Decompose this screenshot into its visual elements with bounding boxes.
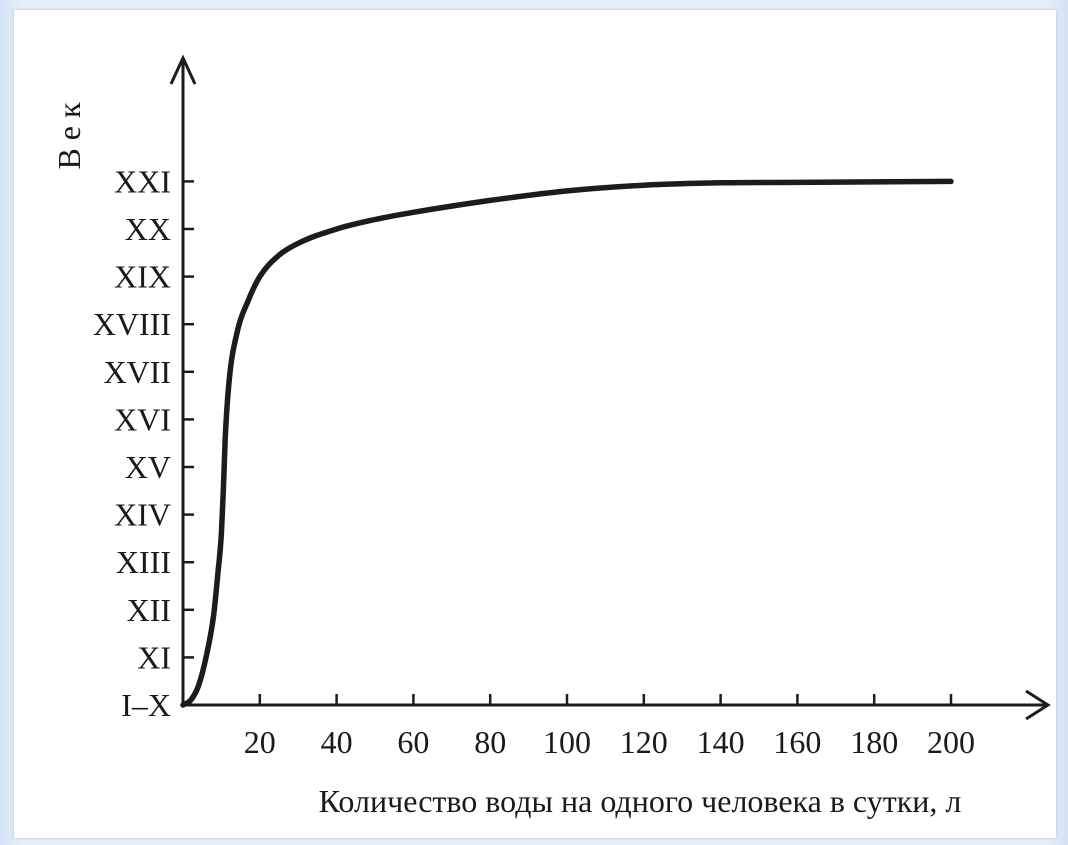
- x-tick-label: 100: [543, 724, 591, 760]
- x-axis-arrow: [1025, 689, 1051, 721]
- x-tick-label: 140: [697, 724, 745, 760]
- y-tick-label: XV: [125, 449, 171, 485]
- y-tick-label: XII: [127, 592, 171, 628]
- x-tick-label: 160: [773, 724, 821, 760]
- y-tick-label: XVIII: [93, 306, 171, 342]
- x-ticks: 20 40 60 80 100 120 140 160 180 200: [244, 694, 975, 760]
- y-tick-label: XVII: [103, 354, 171, 390]
- x-tick-label: 20: [244, 724, 276, 760]
- series: [180, 178, 954, 708]
- x-axis-title: Количество воды на одного человека в сут…: [319, 783, 962, 819]
- y-axis-title: В е к: [51, 102, 87, 170]
- x-tick-label: 180: [850, 724, 898, 760]
- y-tick-label: XX: [125, 211, 171, 247]
- y-tick-label: XIV: [114, 497, 171, 533]
- y-axis-arrow: [169, 54, 197, 85]
- x-tick-label: 60: [397, 724, 429, 760]
- y-tick-label: XIX: [114, 259, 171, 295]
- y-ticks: I–X XI XII XIII XIV XV XVI XVII XVIII XIX XX XXI: [93, 163, 194, 723]
- y-tick-label: XVI: [114, 401, 171, 437]
- axes: [169, 54, 1051, 721]
- y-tick-label: I–X: [121, 687, 171, 723]
- x-tick-label: 80: [474, 724, 506, 760]
- y-tick-label: XXI: [114, 163, 171, 199]
- y-tick-label: XI: [137, 639, 171, 675]
- x-tick-label: 40: [321, 724, 353, 760]
- series-line: [180, 178, 954, 708]
- x-tick-label: 200: [927, 724, 975, 760]
- y-tick-label: XIII: [116, 544, 171, 580]
- x-tick-label: 120: [620, 724, 668, 760]
